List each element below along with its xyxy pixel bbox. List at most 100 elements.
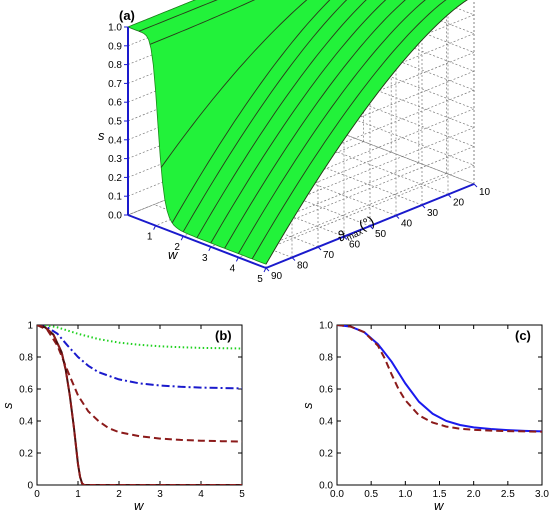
z-tick xyxy=(473,183,478,188)
surface-contour-line xyxy=(196,0,367,238)
panel-b-x-tick-label: 0 xyxy=(34,489,40,500)
panel-c-x-tick-label: 1.5 xyxy=(433,489,447,500)
panel-b-series-4-line xyxy=(37,325,242,485)
grid-line xyxy=(335,130,475,185)
z-tick-label: 70 xyxy=(323,250,335,261)
panel-c-ticks: 0.0 0.5 1.0 1.5 2.0 2.5 3.0 0.0 0.2 0.4 0.6 0.8 1.0 xyxy=(319,321,549,501)
y-tick-label: 0.1 xyxy=(108,192,122,203)
panel-b-y-tick-label: 0 xyxy=(27,481,33,492)
panel-c-y-tick-label: 0.0 xyxy=(319,481,333,492)
x-tick xyxy=(235,257,239,262)
z-tick xyxy=(343,236,348,240)
panel-b-ticks: 0 1 2 3 4 5 0 0.2 0.4 0.6 0.8 1 xyxy=(19,321,245,501)
x-tick xyxy=(180,235,184,241)
panel-a-y-ticks: 0.0 0.1 0.2 0.3 0.4 0.5 0.6 0.7 0.8 0.9 1.0 xyxy=(108,23,128,222)
z-tick xyxy=(395,215,400,219)
grid-line xyxy=(265,164,475,250)
panel-c-y-tick-label: 1.0 xyxy=(319,321,333,332)
surface-fill xyxy=(126,0,468,265)
grid-line xyxy=(335,111,475,166)
panel-b-series-1-line xyxy=(37,325,242,390)
x-tick xyxy=(263,267,267,273)
panel-b-x-tick-label: 1 xyxy=(75,489,81,500)
z-tick-label: 60 xyxy=(349,240,361,251)
panel-c-x-axis-label: w xyxy=(434,498,445,513)
z-tick xyxy=(291,257,296,261)
panel-b-x-tick-label: 5 xyxy=(239,489,245,500)
panel-b-x-tick-label: 3 xyxy=(157,489,163,500)
z-tick xyxy=(447,194,452,198)
y-tick-label: 0.8 xyxy=(108,60,122,71)
panel-b-x-axis-label: w xyxy=(134,498,145,513)
surface-contour-line xyxy=(160,0,308,168)
panel-a-z-ticks: 10 20 30 40 50 60 70 80 90 xyxy=(265,183,491,282)
panel-b-label: (b) xyxy=(215,328,232,343)
x-tick-label: 3 xyxy=(202,253,208,264)
z-tick-label: 90 xyxy=(271,271,283,282)
y-tick-label: 1.0 xyxy=(108,23,122,34)
x-tick-label: 5 xyxy=(257,274,263,285)
surface-contour-line xyxy=(238,0,426,254)
panel-c-x-tick-label: 1.0 xyxy=(398,489,412,500)
y-tick-label: 0.2 xyxy=(108,173,122,184)
y-tick-label: 0.9 xyxy=(108,41,122,52)
surface-contour-line xyxy=(171,0,331,224)
z-tick-label: 40 xyxy=(401,219,413,230)
x-tick-label: 2 xyxy=(174,242,180,253)
panel-c-y-tick-label: 0.2 xyxy=(319,449,333,460)
panel-a: 0.00.10.20.30.40.50.60.70.80.91.0 12345 … xyxy=(98,0,491,285)
x-tick-label: 1 xyxy=(147,232,153,243)
panel-b-x-tick-label: 2 xyxy=(116,489,122,500)
y-tick-label: 0.7 xyxy=(108,79,122,90)
z-tick xyxy=(369,225,374,230)
y-tick-label: 0.0 xyxy=(108,211,122,222)
panel-c-x-tick-label: 3.0 xyxy=(535,489,549,500)
z-tick xyxy=(421,204,426,209)
panel-a-x-axis-label: w xyxy=(168,247,179,262)
panel-c-x-tick-label: 2.0 xyxy=(467,489,481,500)
panel-c-x-tick-label: 0.5 xyxy=(364,489,378,500)
panel-b-y-tick-label: 0.2 xyxy=(19,449,33,460)
panel-a-surface xyxy=(126,0,468,265)
z-tick xyxy=(265,267,270,272)
y-tick-label: 0.6 xyxy=(108,98,122,109)
panel-c-y-tick-label: 0.4 xyxy=(319,417,333,428)
panel-b-series-0-line xyxy=(37,325,242,350)
surface-contour-line xyxy=(251,0,447,260)
z-tick-label: 80 xyxy=(297,261,309,272)
panel-c-series-1-line xyxy=(337,325,542,433)
grid-line xyxy=(283,151,423,206)
panel-a-label: (a) xyxy=(119,8,135,23)
panel-c-lines xyxy=(337,325,542,433)
panel-b-y-tick-label: 0.4 xyxy=(19,417,33,428)
panel-b-y-tick-label: 0.8 xyxy=(19,353,33,364)
panel-b-y-tick-label: 1 xyxy=(27,321,33,332)
panel-c-series-0-line xyxy=(337,325,542,433)
panel-b-lines xyxy=(37,325,242,485)
panel-c-x-tick-label: 2.5 xyxy=(501,489,515,500)
panel-a-x-ticks: 1 2 3 4 5 xyxy=(147,225,267,285)
surface-contour-line xyxy=(224,0,406,249)
grid-line xyxy=(309,141,449,195)
x-tick xyxy=(208,246,212,252)
panel-c-x-tick-label: 0.0 xyxy=(330,489,344,500)
z-tick-label: 20 xyxy=(453,198,465,209)
grid-line xyxy=(257,162,397,216)
panel-c-label: (c) xyxy=(515,328,531,343)
surface-contour-line xyxy=(149,0,256,45)
panel-c: 0.0 0.5 1.0 1.5 2.0 2.5 3.00.00.20.40.60.81.0 … xyxy=(300,321,549,514)
y-tick-label: 0.5 xyxy=(108,117,122,128)
grid-line xyxy=(210,162,419,248)
x-tick xyxy=(153,225,157,230)
surface-contour-line xyxy=(210,0,387,244)
z-tick-label: 50 xyxy=(375,229,387,240)
panel-b-x-tick-label: 4 xyxy=(198,489,204,500)
y-tick-label: 0.3 xyxy=(108,154,122,165)
surface-contour-line xyxy=(182,0,348,233)
z-tick xyxy=(317,246,322,251)
panel-b-y-axis-label: s xyxy=(0,402,15,409)
z-tick-label: 10 xyxy=(479,187,491,198)
panel-c-plot-area xyxy=(336,324,543,486)
x-tick-label: 4 xyxy=(230,263,236,274)
